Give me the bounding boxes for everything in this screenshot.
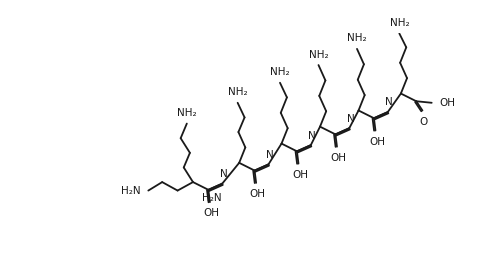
Text: NH₂: NH₂ xyxy=(347,33,367,44)
Text: H₂N: H₂N xyxy=(202,193,222,203)
Text: OH: OH xyxy=(440,98,456,108)
Text: OH: OH xyxy=(369,137,385,147)
Text: NH₂: NH₂ xyxy=(390,18,409,28)
Text: N: N xyxy=(266,150,274,160)
Text: O: O xyxy=(419,117,427,127)
Text: OH: OH xyxy=(292,170,308,180)
Text: OH: OH xyxy=(330,153,346,163)
Text: NH₂: NH₂ xyxy=(270,67,290,77)
Text: N: N xyxy=(385,97,393,107)
Text: N: N xyxy=(347,114,355,124)
Text: NH₂: NH₂ xyxy=(309,50,328,60)
Text: H₂N: H₂N xyxy=(121,186,141,196)
Text: NH₂: NH₂ xyxy=(177,108,197,118)
Text: NH₂: NH₂ xyxy=(228,87,248,97)
Text: N: N xyxy=(220,169,228,179)
Text: OH: OH xyxy=(250,189,265,199)
Text: N: N xyxy=(308,131,316,141)
Text: OH: OH xyxy=(204,208,220,218)
